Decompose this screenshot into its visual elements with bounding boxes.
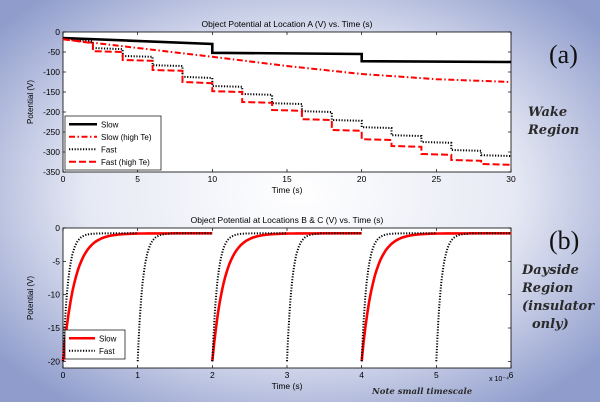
y-tick-label: -15	[48, 323, 61, 333]
wake-region-note: Wake Region	[528, 104, 579, 140]
series-line	[62, 36, 512, 64]
x-tick-label: 10	[208, 174, 218, 184]
y-tick-label: -300	[43, 147, 60, 157]
x-tick-label: 4	[359, 370, 364, 380]
legend-label: Fast	[99, 347, 115, 356]
x-axis-label: Time (s)	[272, 381, 303, 391]
x-tick-label: 15	[282, 174, 292, 184]
dayside-region-note: Dayside Region (insulator only)	[522, 262, 594, 334]
x-tick-label: 2	[210, 370, 215, 380]
series-segment	[360, 232, 437, 362]
dayside-line-2: Region	[522, 281, 574, 296]
y-tick-label: -150	[43, 87, 60, 97]
legend-label: Fast	[101, 145, 117, 154]
x-tick-label: 20	[357, 174, 367, 184]
y-axis-label: Potential (V)	[26, 80, 35, 124]
x-axis-label: Time (s)	[272, 185, 303, 195]
series-segment	[211, 232, 362, 362]
x-tick-label: 25	[432, 174, 442, 184]
x-tick-label: 0	[61, 370, 66, 380]
series-segment	[136, 232, 213, 362]
chart-title: Object Potential at Location A (V) vs. T…	[201, 19, 372, 29]
x-tick-label: 30	[506, 174, 516, 184]
wake-line-1: Wake	[528, 105, 568, 120]
series-line	[62, 37, 512, 157]
y-tick-label: -350	[43, 167, 60, 177]
series-segment	[211, 232, 287, 362]
timescale-note: Note small timescale	[372, 387, 473, 397]
y-tick-label: -100	[43, 67, 60, 77]
dayside-line-1: Dayside	[522, 263, 579, 278]
y-tick-label: -250	[43, 127, 60, 137]
legend-label: Slow	[99, 334, 117, 343]
x-multiplier: x 10⁻⁴	[489, 376, 509, 383]
y-tick-label: -200	[43, 107, 60, 117]
x-tick-label: 3	[285, 370, 290, 380]
panel-label-b: (b)	[549, 226, 580, 255]
dayside-line-3: (insulator	[522, 299, 595, 314]
legend-box	[64, 329, 126, 360]
wake-line-2: Region	[528, 123, 580, 138]
y-tick-label: -10	[48, 290, 61, 300]
legend-label: Fast (high Te)	[101, 158, 150, 167]
y-tick-label: -20	[48, 356, 61, 366]
panel-label-a: (a)	[549, 40, 578, 69]
y-tick-label: -5	[52, 256, 60, 266]
legend-label: Slow (high Te)	[101, 133, 152, 142]
legend-label: Slow	[101, 120, 119, 129]
chart-title: Object Potential at Locations B & C (V) …	[191, 215, 384, 225]
x-tick-label: 1	[135, 370, 140, 380]
series-line	[62, 38, 512, 166]
series-segment	[61, 232, 213, 362]
x-tick-label: 5	[434, 370, 439, 380]
series-segment	[435, 232, 511, 362]
dayside-line-4: only)	[532, 317, 569, 332]
series-line	[62, 38, 512, 83]
x-tick-label: 0	[61, 174, 66, 184]
y-tick-label: 0	[55, 223, 60, 233]
y-tick-label: 0	[55, 27, 60, 37]
series-segment	[62, 232, 138, 362]
x-tick-label: 5	[135, 174, 140, 184]
series-segment	[360, 232, 511, 362]
y-axis-label: Potential (V)	[26, 276, 35, 320]
x-tick-label: 6	[509, 370, 514, 380]
y-tick-label: -50	[48, 47, 61, 57]
series-segment	[286, 232, 362, 362]
